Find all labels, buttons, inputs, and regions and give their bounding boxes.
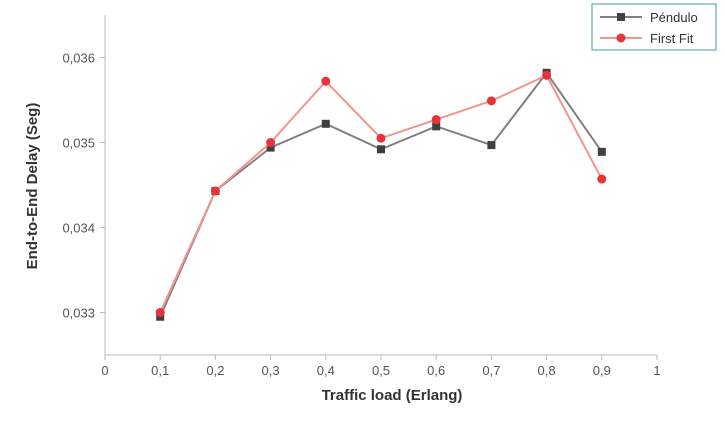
y-tick-label: 0,033 bbox=[62, 306, 95, 321]
x-tick-label: 0,2 bbox=[206, 363, 224, 378]
data-point bbox=[542, 70, 552, 80]
x-tick-label: 0,3 bbox=[262, 363, 280, 378]
legend-marker bbox=[617, 13, 625, 21]
x-tick-label: 1 bbox=[653, 363, 660, 378]
x-axis-title: Traffic load (Erlang) bbox=[322, 387, 463, 404]
data-point bbox=[431, 115, 441, 125]
data-point bbox=[597, 174, 607, 184]
series-line bbox=[159, 71, 603, 318]
series-line bbox=[159, 74, 603, 313]
data-point bbox=[376, 133, 386, 143]
y-tick-label: 0,035 bbox=[62, 136, 95, 151]
x-axis-ticks: 0 0,1 0,2 0,3 0,4 0,5 0,6 0,7 0,8 0,9 1 bbox=[101, 355, 661, 378]
legend: Péndulo First Fit bbox=[591, 3, 717, 51]
x-tick-label: 0,7 bbox=[482, 363, 500, 378]
data-point bbox=[321, 119, 330, 128]
y-axis-ticks: 0,033 0,034 0,035 0,036 bbox=[62, 51, 105, 321]
data-point bbox=[432, 122, 441, 131]
x-tick-label: 0,5 bbox=[372, 363, 390, 378]
legend-box bbox=[591, 3, 717, 51]
legend-marker bbox=[616, 33, 626, 43]
x-tick-label: 0,9 bbox=[593, 363, 611, 378]
legend-label: Péndulo bbox=[650, 10, 698, 25]
data-point bbox=[321, 76, 331, 86]
x-tick-label: 0,6 bbox=[427, 363, 445, 378]
data-point bbox=[377, 145, 385, 154]
data-point bbox=[155, 308, 165, 317]
data-point bbox=[487, 141, 496, 150]
data-point bbox=[266, 143, 275, 152]
data-point bbox=[486, 96, 496, 106]
data-point bbox=[210, 186, 220, 196]
axes bbox=[104, 15, 657, 356]
x-tick-label: 0,8 bbox=[538, 363, 556, 378]
data-point bbox=[266, 138, 276, 147]
x-tick-label: 0,1 bbox=[151, 363, 169, 378]
x-tick-label: 0,4 bbox=[317, 363, 335, 378]
y-axis-title: End-to-End Delay (Seg) bbox=[24, 103, 41, 270]
y-tick-label: 0,036 bbox=[62, 51, 95, 66]
x-tick-label: 0 bbox=[101, 363, 108, 378]
series-layer bbox=[155, 68, 607, 321]
data-point bbox=[597, 147, 606, 156]
series-p-ndulo bbox=[156, 68, 606, 321]
legend-label: First Fit bbox=[650, 31, 694, 46]
series-first-fit bbox=[155, 70, 607, 317]
y-tick-label: 0,034 bbox=[62, 221, 95, 236]
